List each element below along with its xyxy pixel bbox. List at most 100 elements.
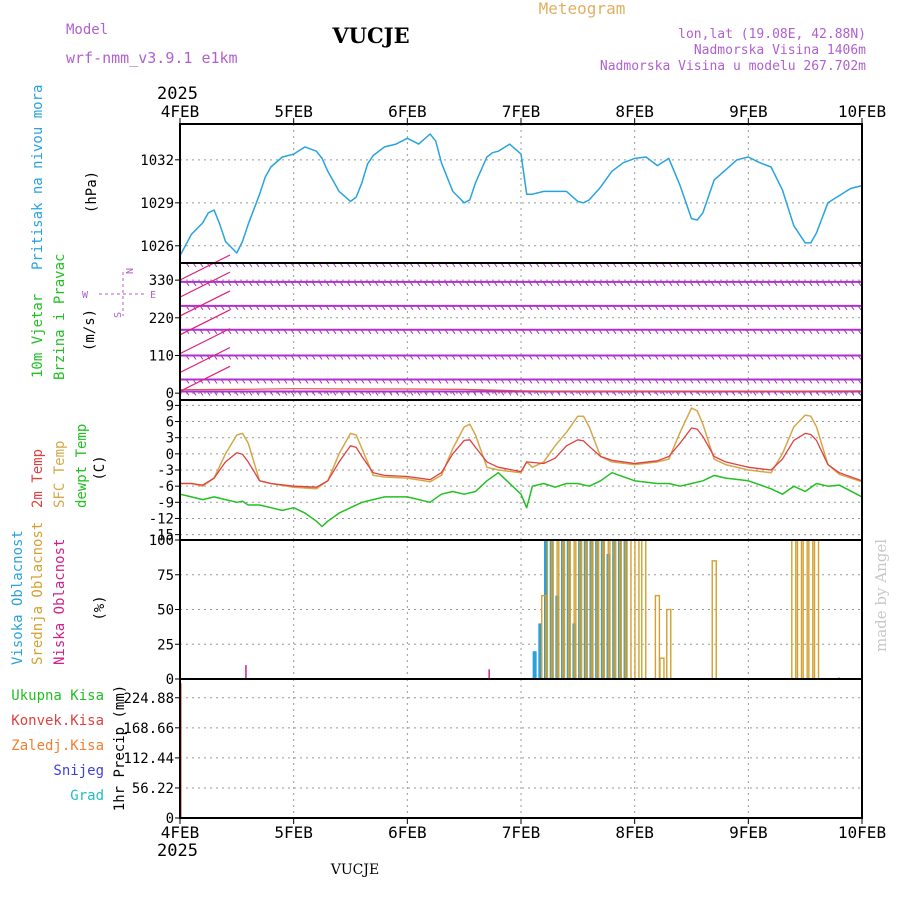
wind-barb bbox=[360, 305, 365, 311]
wind-barb bbox=[682, 281, 687, 287]
wind-barb bbox=[542, 391, 547, 396]
wind-barb bbox=[619, 391, 624, 396]
cloud-mid-bar bbox=[558, 539, 564, 680]
wind-barb bbox=[388, 281, 393, 287]
wind-barb bbox=[255, 391, 260, 396]
wind-barb bbox=[332, 391, 337, 396]
x-tick-label-bottom: 4FEB bbox=[161, 823, 200, 842]
wind-barb bbox=[332, 355, 337, 360]
cloud-mid-bar bbox=[666, 608, 672, 680]
y-tick-label: 330 bbox=[149, 273, 174, 289]
wind-barb bbox=[759, 305, 764, 311]
wind-barb bbox=[591, 329, 596, 335]
model-elevation-label: Nadmorska Visina u modelu 267.702m bbox=[600, 59, 866, 74]
wind-barb bbox=[472, 391, 477, 396]
wind-barb bbox=[241, 355, 246, 360]
wind-barb bbox=[185, 355, 190, 360]
wind-barb bbox=[647, 305, 652, 311]
wind-barb bbox=[283, 281, 288, 287]
wind-barb bbox=[346, 379, 351, 384]
wind-barb bbox=[766, 281, 771, 287]
wind-barb bbox=[521, 355, 526, 360]
wind-barb bbox=[346, 305, 351, 311]
wind-barb bbox=[570, 305, 575, 311]
wind-barb bbox=[584, 355, 589, 360]
wind-barb bbox=[472, 355, 477, 360]
wind-barb bbox=[472, 329, 477, 335]
wind-barb bbox=[696, 329, 701, 335]
wind-barb bbox=[388, 391, 393, 396]
wind-barb bbox=[339, 329, 344, 335]
wind-barb bbox=[745, 305, 750, 311]
wind-arrow bbox=[179, 271, 231, 298]
wind-barb bbox=[836, 281, 841, 287]
wind-barb bbox=[199, 379, 204, 384]
wind-barb bbox=[514, 305, 519, 311]
wind-barb bbox=[220, 305, 225, 311]
panel-frame bbox=[179, 123, 863, 264]
wind-barb bbox=[787, 305, 792, 311]
wind-barb bbox=[661, 391, 666, 396]
wind-barb bbox=[381, 281, 386, 287]
wind-barb bbox=[381, 305, 386, 311]
wind-barb bbox=[339, 391, 344, 396]
wind-barb bbox=[682, 355, 687, 360]
wind-barb bbox=[682, 379, 687, 384]
wind-barb bbox=[367, 281, 372, 287]
wind-barb bbox=[458, 355, 463, 360]
wind-barb bbox=[752, 379, 757, 384]
wind-barb bbox=[675, 391, 680, 396]
wind-barb bbox=[801, 305, 806, 311]
wind-barb bbox=[472, 379, 477, 384]
wind-barb bbox=[409, 355, 414, 360]
cloud-mid-bar bbox=[626, 539, 632, 680]
wind-barb bbox=[458, 329, 463, 335]
wind-barb bbox=[423, 391, 428, 396]
wind-barb bbox=[626, 379, 631, 384]
wind-barb bbox=[794, 355, 799, 360]
wind-barb bbox=[346, 355, 351, 360]
wind-barb bbox=[731, 329, 736, 335]
wind-barb bbox=[458, 305, 463, 311]
wind-barb bbox=[248, 329, 253, 335]
y-tick-label: 1029 bbox=[140, 196, 174, 212]
y-tick-label: 100 bbox=[149, 533, 174, 549]
wind-barb bbox=[633, 305, 638, 311]
wind-barb bbox=[731, 379, 736, 384]
wind-barb bbox=[360, 379, 365, 384]
y-tick-label: 224.88 bbox=[123, 691, 174, 707]
wind-barb bbox=[584, 305, 589, 311]
wind-barb bbox=[626, 281, 631, 287]
wind-barb bbox=[213, 391, 218, 396]
y-tick-label: 1032 bbox=[140, 153, 174, 169]
wind-barb bbox=[514, 379, 519, 384]
wind-barb bbox=[332, 329, 337, 335]
wind-barb bbox=[416, 305, 421, 311]
x-tick-label-top: 9FEB bbox=[729, 102, 768, 121]
wind-barb bbox=[297, 379, 302, 384]
wind-barb bbox=[668, 281, 673, 287]
wind-barb bbox=[374, 329, 379, 335]
wind-side-label-1: 10m Vjetar bbox=[30, 294, 46, 378]
wind-barb bbox=[199, 305, 204, 311]
wind-barb bbox=[703, 329, 708, 335]
wind-barb bbox=[367, 355, 372, 360]
wind-barb bbox=[696, 281, 701, 287]
wind-barb bbox=[437, 379, 442, 384]
wind-barb bbox=[577, 305, 582, 311]
model-label: Model bbox=[66, 22, 108, 38]
wind-barb bbox=[710, 391, 715, 396]
wind-barb bbox=[465, 355, 470, 360]
wind-barb bbox=[689, 379, 694, 384]
wind-barb bbox=[710, 355, 715, 360]
model-name: wrf-nmm_v3.9.1 e1km bbox=[66, 49, 238, 67]
wind-barb bbox=[577, 379, 582, 384]
wind-barb bbox=[738, 391, 743, 396]
x-tick-label-bottom: 6FEB bbox=[388, 823, 427, 842]
wind-barb bbox=[493, 391, 498, 396]
wind-barb bbox=[787, 355, 792, 360]
wind-barb bbox=[353, 355, 358, 360]
wind-barb bbox=[451, 281, 456, 287]
wind-barb bbox=[374, 391, 379, 396]
